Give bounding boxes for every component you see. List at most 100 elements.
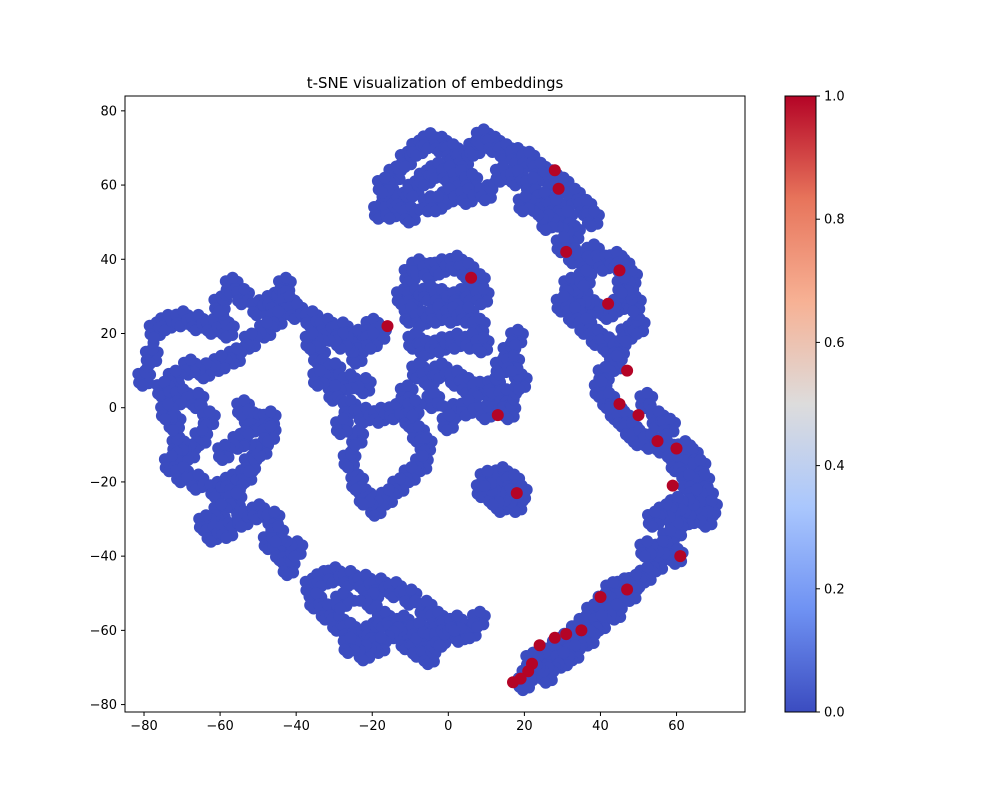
scatter-point: [357, 654, 370, 667]
scatter-point: [288, 550, 301, 563]
scatter-point: [264, 405, 277, 418]
cluster-top-right-cluster: [368, 123, 605, 248]
scatter-point: [364, 342, 377, 355]
scatter-point: [652, 405, 665, 418]
scatter-point: [509, 339, 522, 351]
scatter-point: [367, 587, 380, 600]
scatter-point: [382, 483, 395, 496]
scatter-point: [451, 609, 464, 622]
scatter-point: [491, 409, 504, 422]
y-tick-label: 60: [100, 179, 117, 194]
scatter-point: [413, 420, 425, 433]
scatter-point: [575, 624, 588, 637]
scatter-point: [552, 182, 565, 195]
scatter-point: [475, 298, 487, 311]
scatter-point: [381, 320, 394, 333]
x-tick-label: −40: [282, 719, 309, 734]
scatter-point: [435, 130, 448, 143]
cluster-right-arc: [512, 231, 723, 697]
scatter-point: [648, 505, 661, 518]
scatter-point: [584, 624, 597, 637]
scatter-point: [205, 535, 217, 548]
scatter-point: [613, 264, 626, 277]
scatter-point: [444, 316, 457, 329]
scatter-point: [679, 435, 692, 448]
scatter-point: [433, 639, 446, 652]
scatter-point: [694, 453, 707, 466]
scatter-point: [341, 461, 354, 474]
scatter-point: [478, 413, 491, 426]
scatter-point: [510, 487, 523, 500]
scatter-point: [486, 498, 499, 511]
x-tick-label: −60: [206, 719, 233, 734]
scatter-point: [329, 357, 342, 370]
scatter-point: [621, 364, 634, 377]
scatter-point: [433, 268, 446, 281]
scatter-point: [245, 327, 258, 340]
scatter-point: [615, 287, 628, 299]
scatter-point: [538, 186, 551, 199]
colorbar: 0.0 0.2 0.4 0.6 0.8 1.0: [784, 90, 845, 721]
scatter-point: [496, 461, 509, 474]
scatter-point: [580, 193, 593, 206]
y-tick-label: 0: [109, 401, 117, 416]
scatter-point: [136, 379, 149, 392]
scatter-point: [349, 439, 362, 452]
y-tick-label: −20: [90, 475, 117, 490]
scatter-point: [507, 676, 519, 689]
scatter-point: [383, 212, 396, 225]
scatter-point: [599, 360, 612, 373]
scatter-point: [452, 635, 465, 648]
scatter-point: [533, 639, 546, 652]
scatter-point: [321, 598, 334, 611]
scatter-point: [420, 594, 433, 607]
cluster-center-top-cluster: [360, 249, 533, 437]
colorbar-tick-label: 0.2: [824, 582, 845, 597]
scatter-point: [641, 535, 654, 548]
scatter-point: [394, 472, 406, 485]
scatter-point: [513, 383, 526, 396]
scatter-point: [310, 587, 323, 600]
scatter-point: [352, 323, 365, 336]
scatter-point: [337, 412, 349, 425]
scatter-point: [641, 561, 654, 574]
scatter-point: [473, 312, 486, 325]
scatter-point: [230, 487, 243, 500]
cluster-center-left-arc: [284, 297, 438, 522]
scatter-point: [670, 442, 683, 455]
scatter-point: [440, 424, 453, 437]
scatter-point: [591, 323, 604, 336]
scatter-point: [651, 435, 664, 448]
scatter-point: [406, 409, 419, 422]
scatter-point: [481, 464, 494, 477]
scatter-point: [416, 450, 429, 462]
scatter-point: [165, 450, 178, 462]
scatter-point: [269, 535, 282, 548]
scatter-point: [610, 245, 623, 258]
scatter-point: [238, 394, 251, 407]
scatter-point: [279, 271, 292, 284]
scatter-point: [632, 409, 645, 422]
plot-frame: [124, 95, 746, 713]
scatter-point: [306, 327, 319, 340]
scatter-point: [610, 598, 623, 611]
x-tick-label: −20: [359, 719, 386, 734]
scatter-point: [588, 205, 600, 217]
scatter-point: [548, 164, 561, 177]
colorbar-ticks: 0.0 0.2 0.4 0.6 0.8 1.0: [816, 90, 845, 721]
y-tick-label: 80: [100, 104, 117, 119]
scatter-point: [594, 591, 607, 603]
scatter-point: [522, 665, 535, 678]
scatter-point: [462, 394, 475, 407]
scatter-point: [390, 576, 403, 589]
scatter-point: [516, 205, 529, 218]
scatter-point: [334, 602, 347, 615]
scatter-point: [314, 364, 327, 377]
colorbar-tick-label: 0.6: [824, 336, 845, 351]
scatter-point: [494, 368, 506, 381]
scatter-point: [477, 123, 490, 136]
scatter-point: [303, 342, 316, 355]
scatter-point: [337, 327, 349, 340]
scatter-point: [621, 583, 634, 596]
